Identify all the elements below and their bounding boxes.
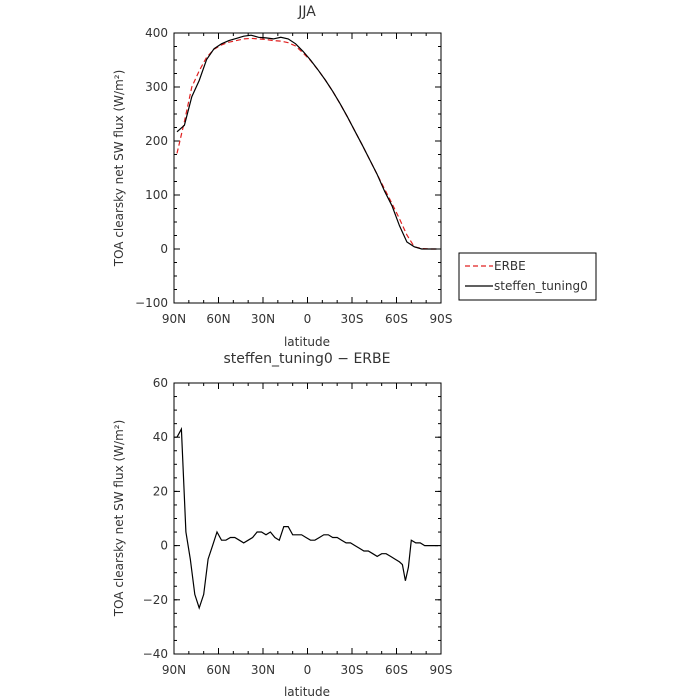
top-x-tick-label: 30N <box>251 312 275 326</box>
bottom-series-line-steffen-tuning0 <box>176 426 438 610</box>
top-y-tick-label: 200 <box>145 134 168 148</box>
bottom-panel: steffen_tuning0 − ERBE 90N 60N 30N 0 30S 60S 9… <box>112 351 452 699</box>
bottom-y-ticks: −40 −20 0 20 40 60 <box>143 376 441 661</box>
bottom-x-tick-label: 30N <box>251 663 275 677</box>
bottom-y-tick-label: 20 <box>153 484 168 498</box>
bottom-series <box>176 426 438 610</box>
bottom-x-tick-label: 30S <box>341 663 364 677</box>
bottom-x-tick-label: 0 <box>304 663 312 677</box>
top-x-axis-label: latitude <box>284 335 330 349</box>
top-x-tick-label: 90S <box>430 312 453 326</box>
top-x-ticks: 90N 60N 30N 0 30S 60S 90S <box>162 33 453 326</box>
top-y-axis-label: TOA clearsky net SW flux (W/m²) <box>112 70 126 268</box>
bottom-y-tick-label: 60 <box>153 376 168 390</box>
top-x-tick-label: 0 <box>304 312 312 326</box>
top-y-tick-label: 300 <box>145 80 168 94</box>
bottom-y-tick-label: −20 <box>143 593 168 607</box>
bottom-chart-title: steffen_tuning0 − ERBE <box>224 351 391 367</box>
top-x-tick-label: 60S <box>385 312 408 326</box>
bottom-y-tick-label: −40 <box>143 647 168 661</box>
bottom-y-axis-label: TOA clearsky net SW flux (W/m²) <box>112 420 126 618</box>
top-y-tick-label: 100 <box>145 188 168 202</box>
top-plot-frame <box>173 32 442 304</box>
bottom-x-ticks: 90N 60N 30N 0 30S 60S 90S <box>162 383 453 677</box>
top-y-tick-label: 0 <box>160 242 168 256</box>
top-series-line-erbe <box>176 37 437 250</box>
bottom-x-tick-label: 90N <box>162 663 186 677</box>
bottom-x-tick-label: 90S <box>430 663 453 677</box>
top-y-ticks: −100 0 100 200 300 400 <box>135 26 441 310</box>
top-series-line-steffen-tuning0 <box>176 34 437 250</box>
top-x-tick-label: 30S <box>341 312 364 326</box>
top-panel: JJA 90N 60N 30N 0 30S 60S 90S −100 0 100 200 300 40… <box>112 4 597 349</box>
bottom-x-tick-label: 60N <box>206 663 230 677</box>
legend: ERBE steffen_tuning0 <box>458 252 597 301</box>
top-y-tick-label: 400 <box>145 26 168 40</box>
bottom-y-tick-label: 0 <box>160 539 168 553</box>
top-series <box>176 34 437 250</box>
bottom-y-tick-label: 40 <box>153 430 168 444</box>
legend-box <box>458 252 597 301</box>
top-x-tick-label: 60N <box>206 312 230 326</box>
top-x-tick-label: 90N <box>162 312 186 326</box>
bottom-plot-frame <box>173 382 442 655</box>
bottom-x-axis-label: latitude <box>284 685 330 699</box>
top-chart-title: JJA <box>297 4 316 20</box>
bottom-x-tick-label: 60S <box>385 663 408 677</box>
legend-label-erbe: ERBE <box>494 259 526 273</box>
top-y-tick-label: −100 <box>135 296 168 310</box>
legend-label-steffen-tuning0: steffen_tuning0 <box>494 279 588 293</box>
